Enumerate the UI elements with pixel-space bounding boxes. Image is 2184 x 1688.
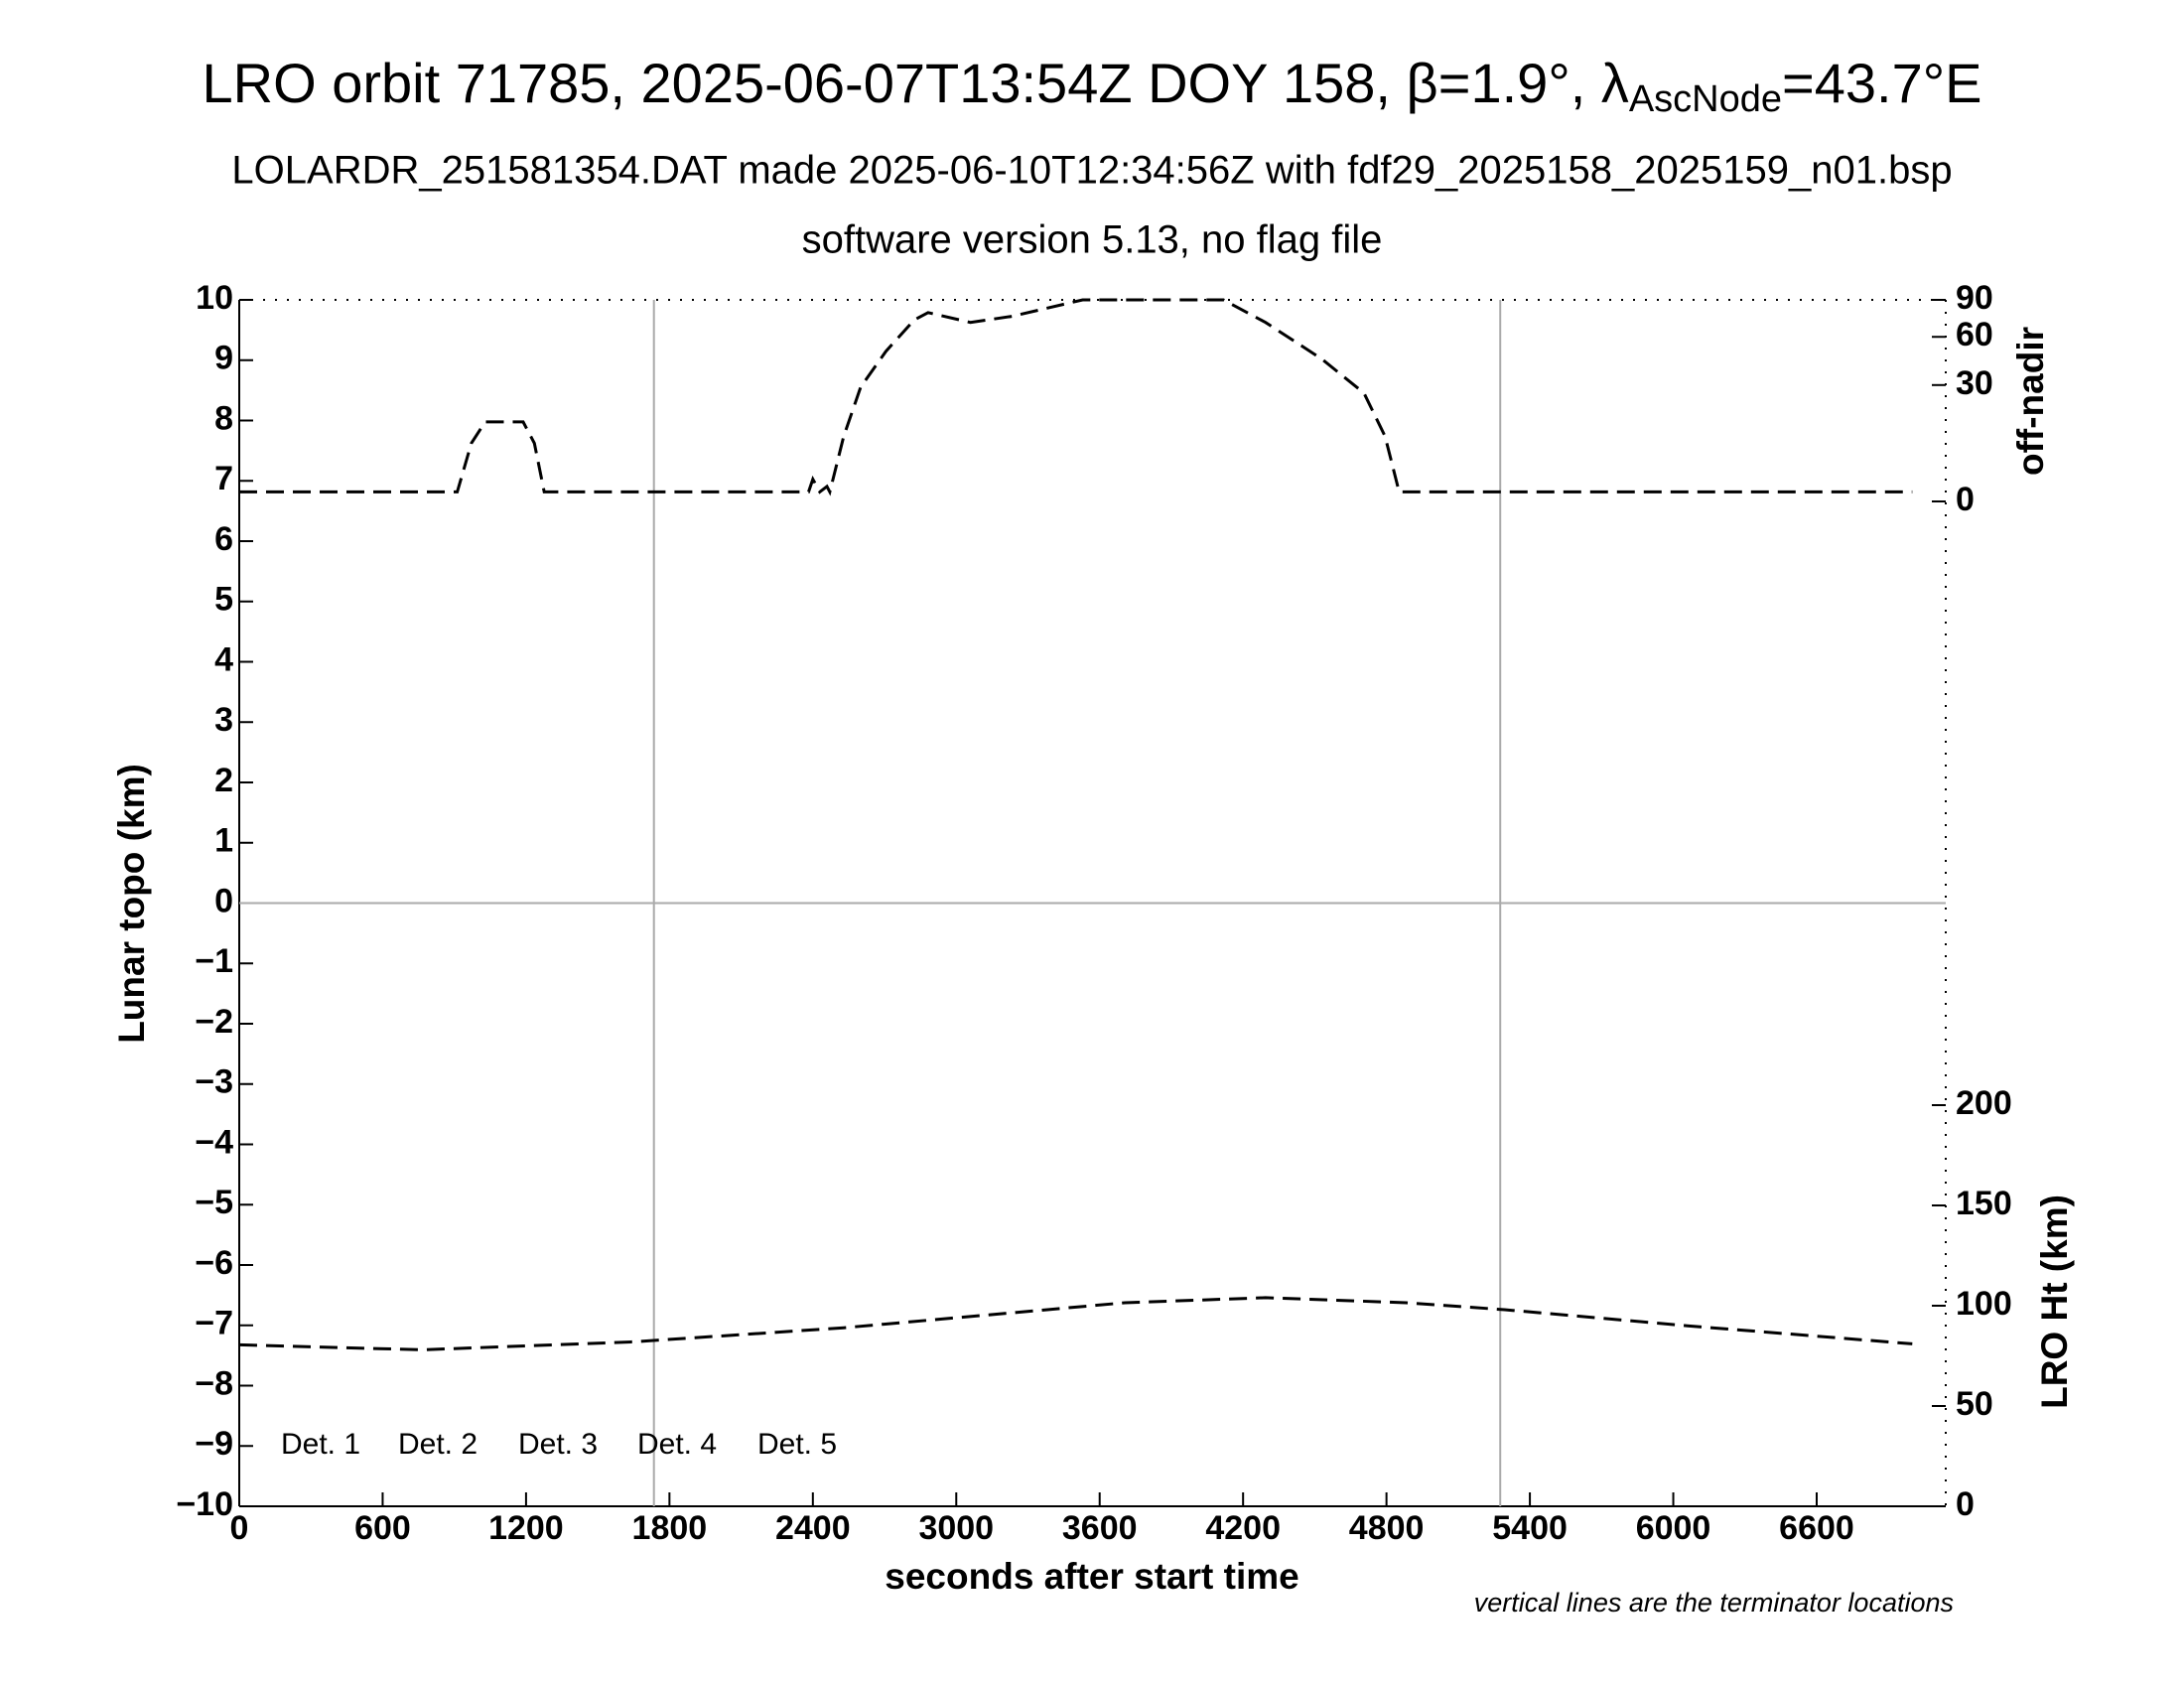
legend-entry: Det. 1 [281,1428,360,1461]
x-tick-label: 600 [354,1509,411,1547]
y-tick-label: 5 [214,581,233,619]
x-tick-label: 4800 [1349,1509,1425,1547]
y-tick-label: 7 [214,460,233,497]
x-tick-label: 6000 [1636,1509,1711,1547]
x-tick-label: 1200 [488,1509,564,1547]
y-right-tick-label: 50 [1956,1385,1993,1423]
y3-axis-label: LRO Ht (km) [2034,1195,2075,1409]
x-tick-label: 5400 [1492,1509,1568,1547]
y-tick-label: −8 [195,1364,233,1402]
y-tick-label: 3 [214,701,233,739]
y-axis-label: Lunar topo (km) [111,764,152,1044]
y-tick-label: 2 [214,762,233,799]
x-tick-label: 0 [230,1509,249,1547]
y-right-tick-label: 0 [1956,481,1975,518]
subtitle: software version 5.13, no flag file [802,218,1383,262]
y-tick-label: −7 [195,1305,233,1342]
y-right-tick-label: 90 [1956,279,1993,317]
legend-entry: Det. 5 [757,1428,837,1461]
y-tick-label: −2 [195,1003,233,1041]
legend-entry: Det. 2 [398,1428,478,1461]
y-tick-label: 1 [214,822,233,860]
y-tick-label: −5 [195,1184,233,1221]
y-tick-label: 10 [196,279,233,317]
y-right-tick-label: 0 [1956,1485,1975,1523]
y-tick-label: −6 [195,1244,233,1282]
y-tick-label: −9 [195,1425,233,1463]
x-tick-label: 6600 [1779,1509,1854,1547]
y-right-tick-label: 150 [1956,1185,2012,1222]
x-tick-label: 4200 [1205,1509,1281,1547]
y2-axis-label: off-nadir [2010,327,2051,476]
x-tick-label: 1800 [632,1509,708,1547]
y-tick-label: −4 [195,1123,233,1161]
y-tick-label: −1 [195,942,233,980]
chart-title: LRO orbit 71785, 2025-06-07T13:54Z DOY 1… [203,52,1982,120]
y-tick-label: −10 [176,1485,233,1523]
x-tick-label: 3600 [1062,1509,1138,1547]
y-right-tick-label: 60 [1956,316,1993,353]
note: vertical lines are the terminator locati… [1474,1588,1954,1618]
legend-entry: Det. 4 [637,1428,717,1461]
subtitle: LOLARDR_251581354.DAT made 2025-06-10T12… [231,149,1952,193]
y-right-tick-label: 200 [1956,1084,2012,1122]
x-tick-label: 2400 [775,1509,851,1547]
y-tick-label: 9 [214,340,233,377]
series-line [239,298,1913,496]
y-tick-label: 0 [214,882,233,919]
y-right-tick-label: 100 [1956,1285,2012,1323]
y-tick-label: 6 [214,520,233,558]
x-axis-label: seconds after start time [885,1556,1298,1597]
y-tick-label: −3 [195,1063,233,1101]
x-tick-label: 3000 [918,1509,994,1547]
y-tick-label: 8 [214,399,233,437]
y-tick-label: 4 [214,640,233,678]
series-line [238,1296,1913,1351]
y-right-tick-label: 30 [1956,364,1993,402]
legend-entry: Det. 3 [518,1428,598,1461]
